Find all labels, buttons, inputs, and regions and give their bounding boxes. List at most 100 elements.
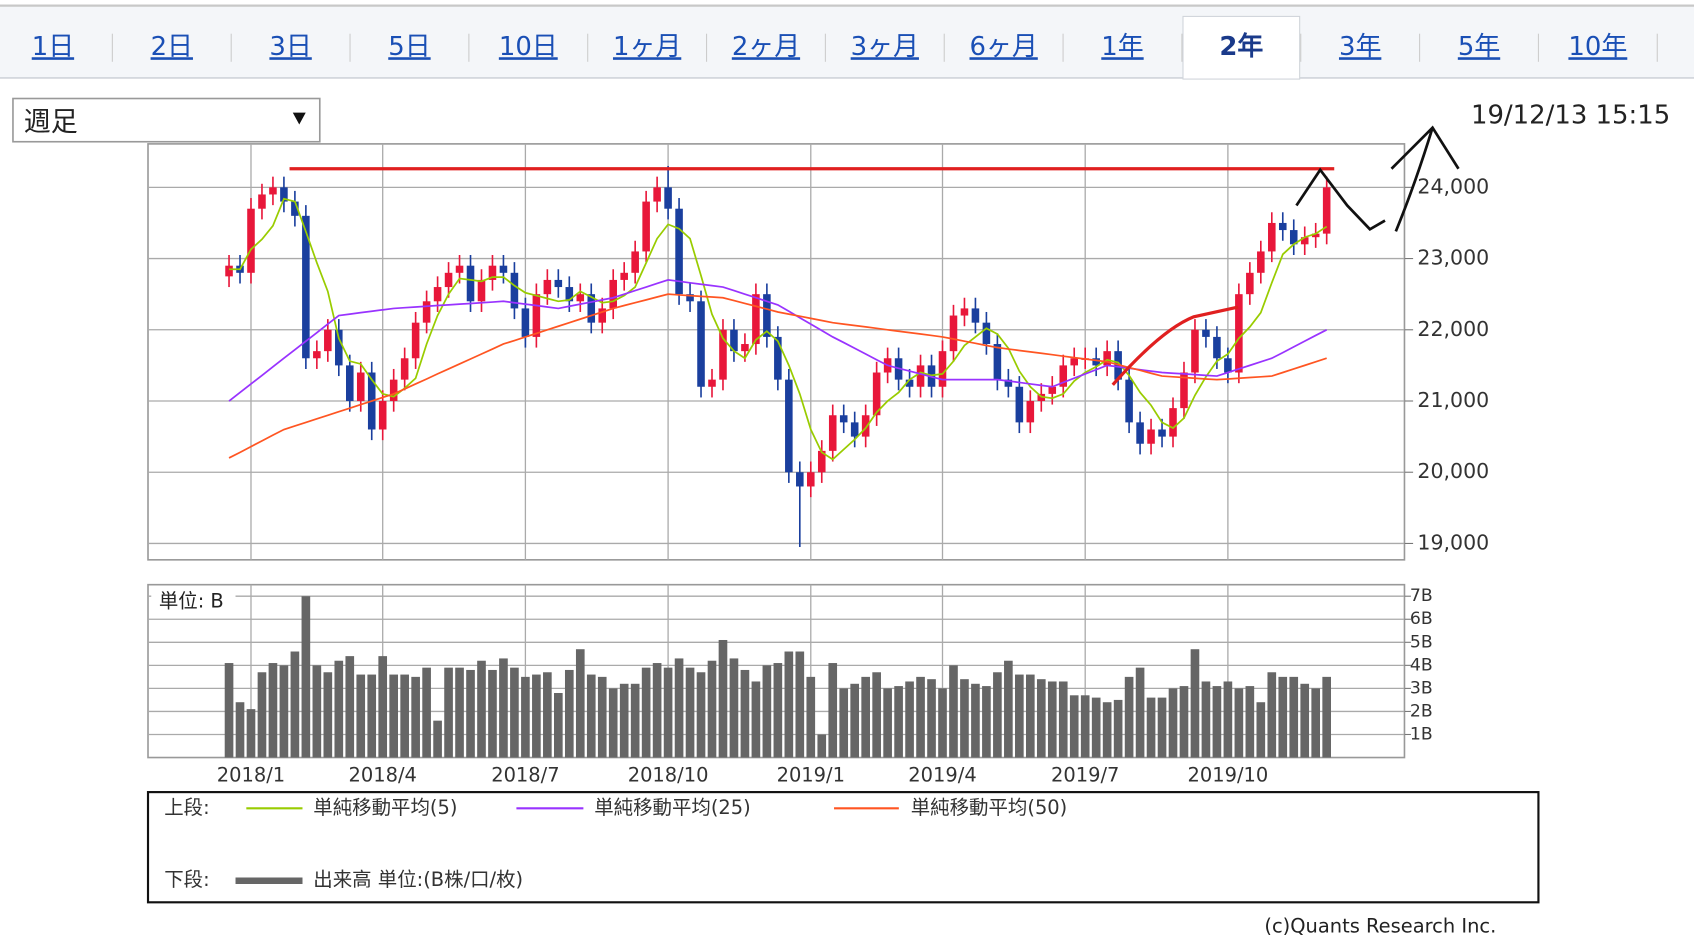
tab[interactable]: 1日 [32, 32, 74, 62]
candle-body [1202, 329, 1210, 337]
tab[interactable]: 5年 [1458, 32, 1500, 62]
volume-bar [784, 651, 794, 758]
volume-bar [718, 639, 728, 758]
volume-bar [1069, 695, 1079, 758]
candle-body [1268, 222, 1276, 252]
y-tick-label: 23,000 [1417, 246, 1489, 270]
tab[interactable]: 3日 [269, 32, 311, 62]
candle-body [554, 279, 563, 288]
y-tick-label: 19,000 [1417, 530, 1489, 554]
candle-body [335, 329, 343, 366]
candle-body [225, 265, 233, 277]
candle-body [1224, 358, 1232, 373]
volume-bar [1256, 702, 1266, 758]
candle-body [741, 344, 749, 352]
candle-body [774, 336, 782, 380]
candle-body [817, 450, 826, 473]
tab[interactable]: 2日 [151, 32, 193, 62]
candle-body [280, 187, 288, 202]
tab[interactable]: 6ヶ月 [970, 32, 1038, 62]
volume-bar [378, 656, 388, 758]
tab[interactable]: 5日 [388, 32, 430, 62]
x-tick-label: 2019/1 [777, 763, 845, 786]
candle-body [378, 401, 387, 430]
tab[interactable]: 10年 [1568, 32, 1627, 62]
volume-bar [674, 658, 684, 758]
volume-bar [1146, 697, 1156, 758]
candle-body [796, 472, 804, 487]
candle-body [1235, 294, 1243, 373]
dropdown-value[interactable]: 週足 [24, 107, 78, 138]
candle-body [993, 344, 1002, 380]
candle-body [1147, 429, 1155, 444]
volume-bar [806, 676, 816, 758]
volume-bar [466, 669, 475, 758]
candle-body [1059, 365, 1068, 387]
candle-body [982, 322, 991, 345]
volume-bar [1212, 686, 1222, 758]
moving-average-line [228, 293, 1327, 459]
legend-box [146, 791, 1540, 904]
candle-body [675, 208, 683, 295]
candle-body [1278, 222, 1287, 231]
candle-body [433, 287, 442, 302]
volume-bar [1168, 688, 1178, 758]
annotation-arrow [1295, 167, 1386, 231]
volume-bar [521, 676, 530, 758]
volume-bar [652, 663, 662, 758]
candle-body [1213, 336, 1221, 359]
candle-body [752, 294, 760, 345]
candle-body [785, 379, 793, 473]
candle-body [291, 201, 299, 216]
volume-bar [1004, 660, 1013, 758]
tab[interactable]: 3ヶ月 [851, 32, 919, 62]
volume-bar [290, 651, 300, 758]
candle-body [938, 351, 947, 387]
volume-bar [323, 672, 333, 758]
tab[interactable]: 1ヶ月 [613, 32, 681, 62]
candle-body [664, 187, 672, 209]
volume-bar [630, 683, 640, 758]
volume-bar [938, 688, 947, 758]
volume-bar [1025, 674, 1035, 758]
candle-body [708, 379, 716, 387]
tab[interactable]: 2ヶ月 [732, 32, 800, 62]
x-tick-label: 2018/1 [217, 763, 285, 786]
volume-bar [246, 709, 256, 758]
candle-body [247, 208, 255, 273]
volume-bar [1080, 695, 1090, 758]
y-tick-label: 21,000 [1417, 388, 1489, 412]
volume-bar [773, 663, 783, 758]
annotation-arrow [1390, 125, 1460, 232]
volume-bar [367, 674, 377, 758]
volume-bar [312, 665, 322, 758]
y-tick-label: 20,000 [1417, 459, 1489, 483]
volume-bar [389, 674, 399, 758]
tab[interactable]: 1年 [1101, 32, 1143, 62]
tab[interactable]: 10日 [499, 32, 558, 62]
copyright: (c)Quants Research Inc. [1264, 915, 1496, 936]
volume-bar [872, 672, 881, 758]
candle-body [686, 294, 694, 302]
volume-bar [1201, 681, 1211, 758]
x-tick-label: 2019/7 [1051, 763, 1119, 786]
candle-body [400, 358, 409, 380]
plot [224, 165, 1331, 758]
candle-body [356, 372, 365, 402]
candle-body [521, 308, 530, 337]
y-tick-label: 4B [1410, 655, 1433, 675]
volume-bar [1289, 676, 1299, 758]
candle-body [916, 365, 925, 387]
y-tick-label: 1B [1410, 724, 1433, 744]
volume-bar [455, 667, 464, 758]
dropdown[interactable] [12, 97, 321, 143]
volume-bar [905, 681, 914, 758]
volume-bar [795, 651, 805, 758]
volume-bar [477, 660, 486, 758]
volume-bar [817, 734, 827, 758]
volume-bar [301, 596, 311, 758]
tab[interactable]: 2年 [1219, 31, 1263, 62]
tab[interactable]: 3年 [1339, 32, 1381, 62]
volume-bar [949, 665, 958, 758]
